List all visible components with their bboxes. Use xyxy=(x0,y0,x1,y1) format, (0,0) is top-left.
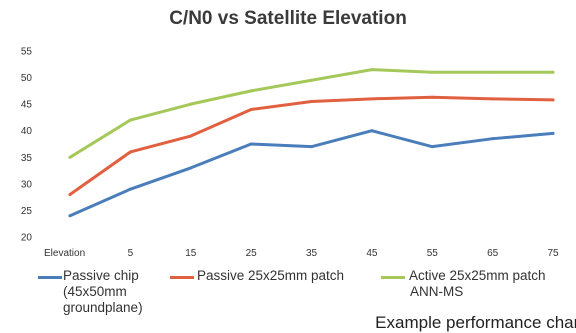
data-point xyxy=(68,214,72,218)
y-tick-label: 20 xyxy=(21,233,33,244)
legend-label-line: groundplane) xyxy=(63,300,143,315)
data-point xyxy=(370,68,374,72)
legend-swatch-passive-chip xyxy=(38,276,62,279)
chart-title: C/N0 vs Satellite Elevation xyxy=(169,8,407,29)
legend-label-line: Active 25x25mm patch xyxy=(409,268,546,283)
data-point xyxy=(430,145,434,149)
y-tick-label: 55 xyxy=(21,47,33,58)
data-point xyxy=(491,70,495,74)
y-tick-label: 45 xyxy=(21,100,33,111)
legend-label-active-patch: Active 25x25mm patch ANN-MS xyxy=(409,268,546,300)
x-tick-label: Elevation xyxy=(44,248,85,259)
figure-caption: Example performance chart xyxy=(375,313,576,332)
legend-label-passive-patch: Passive 25x25mm patch xyxy=(197,268,344,284)
legend-label-passive-chip: Passive chip (45x50mm groundplane) xyxy=(63,268,143,316)
x-tick-label: 15 xyxy=(185,248,197,259)
data-point xyxy=(249,89,253,93)
data-point xyxy=(68,155,72,159)
x-tick-label: 55 xyxy=(427,248,439,259)
series-line xyxy=(68,129,555,218)
x-tick-label: 35 xyxy=(306,248,318,259)
data-point xyxy=(249,142,253,146)
data-point xyxy=(491,97,495,101)
x-tick-label: 5 xyxy=(128,248,134,259)
data-point xyxy=(128,150,132,154)
x-tick-label: 75 xyxy=(547,248,559,259)
x-tick-label: 25 xyxy=(246,248,258,259)
data-point xyxy=(128,118,132,122)
data-point xyxy=(189,134,193,138)
data-point xyxy=(249,107,253,111)
data-point xyxy=(370,129,374,133)
legend-label-line: Passive 25x25mm patch xyxy=(197,268,345,283)
y-tick-label: 35 xyxy=(21,153,33,164)
data-point xyxy=(551,131,555,135)
legend-label-line: (45x50mm xyxy=(63,284,127,299)
data-point xyxy=(189,166,193,170)
data-point xyxy=(370,97,374,101)
legend-swatch-active-patch xyxy=(381,276,405,279)
data-point xyxy=(491,137,495,141)
data-point xyxy=(430,70,434,74)
series-line xyxy=(68,68,555,159)
data-point xyxy=(68,192,72,196)
data-point xyxy=(551,70,555,74)
data-point xyxy=(551,98,555,102)
legend-label-line: Passive chip xyxy=(63,268,139,283)
legend-label-line: ANN-MS xyxy=(410,284,464,299)
y-tick-label: 40 xyxy=(21,126,33,137)
y-tick-label: 30 xyxy=(21,179,33,190)
data-point xyxy=(128,187,132,191)
y-tick-label: 50 xyxy=(21,73,33,84)
y-tick-label: 25 xyxy=(21,206,33,217)
legend-swatch-passive-patch xyxy=(170,276,194,279)
data-point xyxy=(310,99,313,103)
x-tick-label: 45 xyxy=(366,248,378,259)
data-point xyxy=(189,102,193,106)
data-point xyxy=(310,145,313,149)
data-point xyxy=(430,95,434,99)
data-point xyxy=(310,78,313,82)
x-tick-label: 65 xyxy=(487,248,499,259)
